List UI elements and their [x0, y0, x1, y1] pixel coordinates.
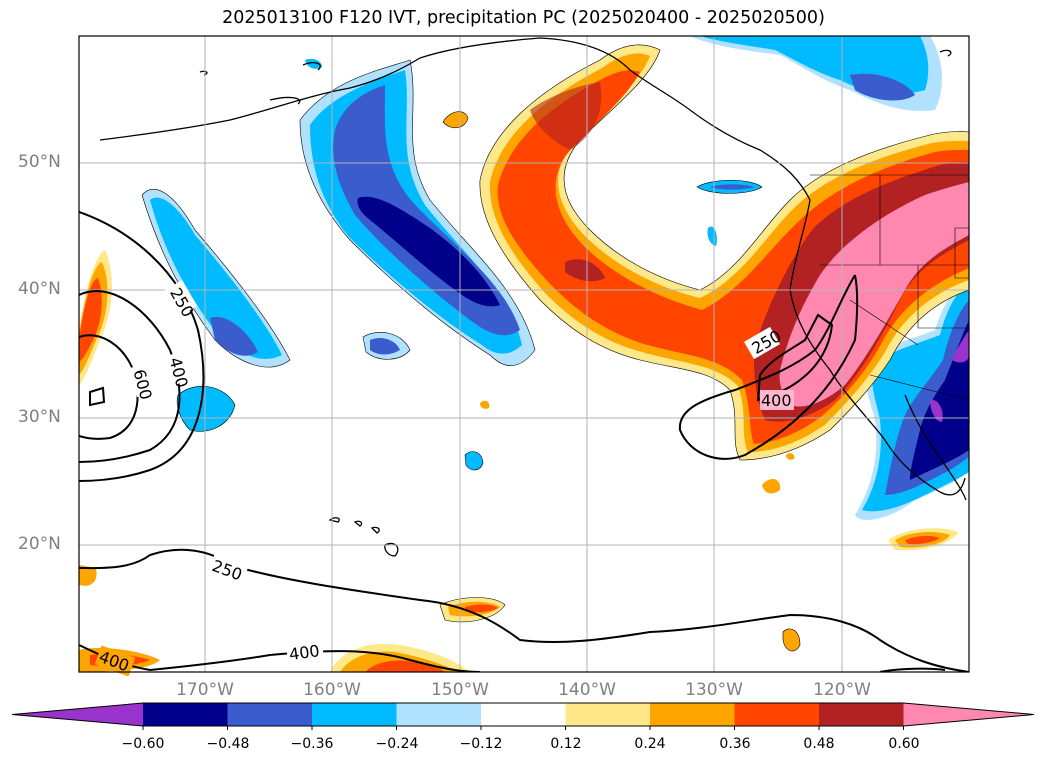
lat-label: 40°N: [18, 279, 61, 299]
contour-400-southeast: [879, 667, 946, 672]
colorbar-tick-label: −0.48: [206, 736, 250, 752]
colorbar: [11, 702, 1035, 730]
contour-250-east: [678, 274, 859, 460]
negative-anomaly-central: [141, 58, 763, 471]
colorbar-tick-label: 0.48: [803, 736, 835, 752]
contour-label-group: 250 400 600 250 400 250 400 400: [94, 280, 794, 677]
colorbar-segment: [312, 703, 397, 726]
colorbar-segment: [650, 703, 735, 726]
colorbar-extend-min: [12, 703, 143, 726]
lat-label: 30°N: [18, 407, 61, 427]
colorbar-tick-label: −0.36: [290, 736, 334, 752]
colorbar-tick-label: 0.60: [888, 736, 920, 752]
colorbar-segment: [481, 703, 566, 726]
contour-label: 400: [288, 641, 321, 664]
colorbar-tick-label: 0.24: [634, 736, 666, 752]
colorbar-segment: [819, 703, 904, 726]
contour-250-south: [79, 548, 969, 672]
contour-600-blob: [89, 386, 106, 407]
contour-400-west: [79, 290, 181, 463]
colorbar-tick-label: −0.24: [375, 736, 419, 752]
contour-400-south: [79, 644, 481, 672]
colorbar-segment: [227, 703, 312, 726]
lon-label: 150°W: [431, 680, 489, 700]
colorbar-segment: [734, 703, 819, 726]
lat-label: 50°N: [18, 152, 61, 172]
colorbar-extend-max: [903, 703, 1034, 726]
contour-label: 400: [761, 391, 792, 410]
colorbar-segment: [565, 703, 650, 726]
lon-label: 120°W: [813, 680, 871, 700]
map-title: 2025013100 F120 IVT, precipitation PC (2…: [222, 8, 825, 28]
colorbar-segment: [143, 703, 228, 726]
colorbar-tick-label: 0.36: [719, 736, 751, 752]
colorbar-tick-label: −0.12: [459, 736, 503, 752]
colorbar-tick-label: −0.60: [121, 736, 165, 752]
lon-label: 130°W: [685, 680, 743, 700]
colorbar-segment: [396, 703, 481, 726]
map-frame: [78, 35, 970, 673]
ivt-contours: [79, 211, 969, 672]
lon-label: 140°W: [558, 680, 616, 700]
lon-label: 160°W: [303, 680, 361, 700]
contour-250-west: [79, 211, 205, 482]
contour-600-west: [79, 334, 139, 440]
colorbar-tick-label: 0.12: [550, 736, 582, 752]
lon-label: 170°W: [176, 680, 234, 700]
negative-anomaly-west-pacific: [299, 59, 536, 366]
lat-label: 20°N: [18, 534, 61, 554]
negative-anomaly-north: [690, 36, 942, 111]
state-borders: [810, 174, 969, 401]
coastlines: [99, 37, 967, 501]
negative-anomaly-southwest-us: [855, 280, 969, 520]
gridlines: [79, 36, 969, 672]
